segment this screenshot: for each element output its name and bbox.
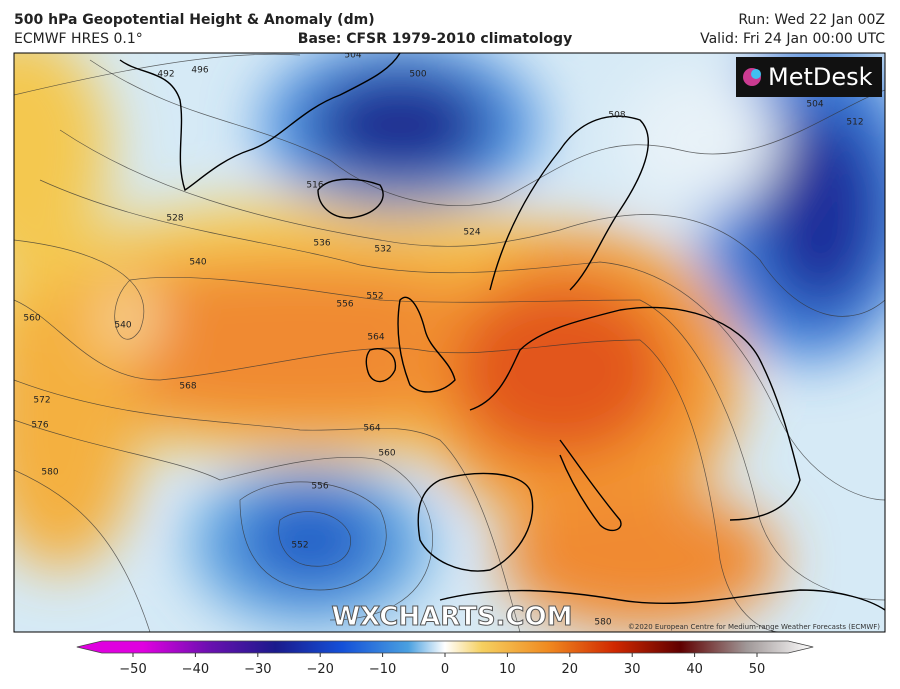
model: ECMWF HRES 0.1° — [14, 31, 143, 47]
colorbar-tick-label: 0 — [441, 662, 449, 677]
contour-label: 540 — [114, 321, 131, 331]
contour-label: 508 — [608, 111, 625, 121]
contour-label: 528 — [166, 214, 183, 224]
contour-label: 564 — [363, 424, 380, 434]
contour-label: 552 — [291, 541, 308, 551]
colorbar-tick-label: 50 — [749, 662, 766, 677]
title: 500 hPa Geopotential Height & Anomaly (d… — [14, 12, 375, 28]
colorbar-tick-label: −20 — [306, 662, 333, 677]
valid: Valid: Fri 24 Jan 00:00 UTC — [700, 31, 885, 47]
copyright: ©2020 European Centre for Medium-range W… — [628, 623, 880, 631]
anomaly-field — [14, 53, 885, 630]
colorbar-tick-label: 20 — [562, 662, 579, 677]
contour-label: 532 — [374, 245, 391, 255]
colorbar-tick-label: 30 — [624, 662, 641, 677]
colorbar: −50 −40 −30 −20 −10 0 10 20 30 40 50 — [76, 640, 814, 677]
base: Base: CFSR 1979-2010 climatology — [298, 31, 572, 47]
contour-label: 572 — [33, 396, 50, 406]
map: 492 496 500 504 508 512 516 524 528 532 536 540 540 5… — [14, 51, 885, 632]
contour-label: 560 — [378, 449, 395, 459]
watermark: WXCHARTS.COM — [331, 602, 572, 632]
contour-label: 496 — [191, 66, 208, 76]
contour-label: 536 — [313, 239, 330, 249]
contour-label: 556 — [336, 300, 353, 310]
contour-label: 580 — [41, 468, 58, 478]
contour-label: 568 — [179, 382, 196, 392]
contour-label: 504 — [344, 51, 361, 61]
contour-label: 500 — [409, 70, 426, 80]
contour-label: 580 — [594, 618, 611, 628]
colorbar-tick-label: −40 — [182, 662, 209, 677]
contour-labels: 492 496 500 504 508 512 516 524 528 532 536 540 540 5… — [23, 51, 863, 628]
map-frame — [13, 52, 886, 633]
contour-label: 524 — [463, 228, 480, 238]
contour-label: 552 — [366, 292, 383, 302]
coastlines — [119, 53, 885, 611]
contour-label: 540 — [189, 258, 206, 268]
colorbar-tick-label: 10 — [499, 662, 516, 677]
contour-label: 504 — [806, 100, 823, 110]
contour-label: 564 — [367, 333, 384, 343]
contour-label: 576 — [31, 421, 48, 431]
colorbar-tick-label: −50 — [119, 662, 146, 677]
logo-icon — [751, 69, 761, 79]
contour-label: 516 — [306, 181, 323, 191]
contour-label: 512 — [846, 118, 863, 128]
run: Run: Wed 22 Jan 00Z — [738, 12, 885, 28]
contours — [14, 53, 885, 632]
contour-label: 556 — [311, 482, 328, 492]
colorbar-bar — [76, 640, 814, 654]
contour-label: 560 — [23, 314, 40, 324]
colorbar-tick-label: −10 — [369, 662, 396, 677]
colorbar-tick-label: −30 — [244, 662, 271, 677]
logo-text: MetDesk — [768, 63, 873, 91]
contour-label: 492 — [157, 70, 174, 80]
colorbar-tick-label: 40 — [686, 662, 703, 677]
